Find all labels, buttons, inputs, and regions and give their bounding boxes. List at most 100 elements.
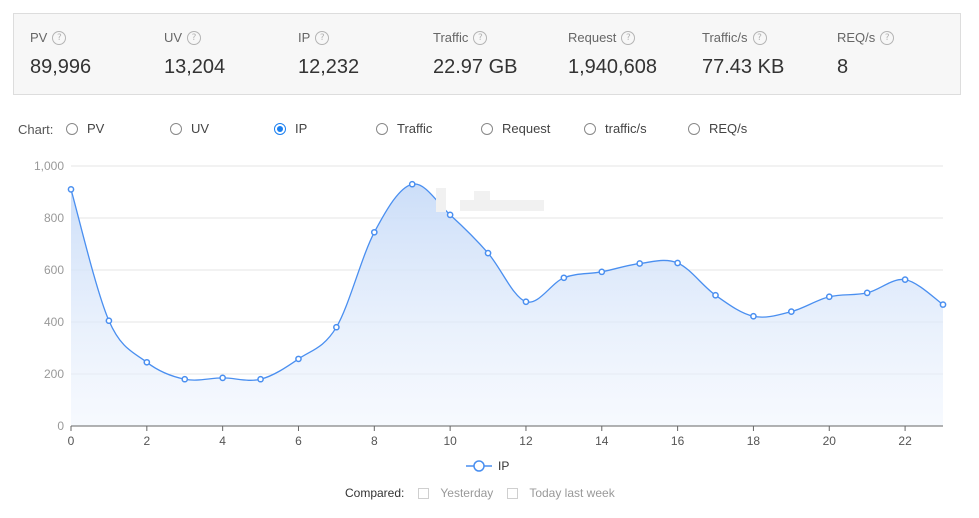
radio-button[interactable]: [66, 122, 78, 135]
radio-label: traffic/s: [605, 121, 647, 136]
help-icon[interactable]: ?: [52, 30, 67, 45]
radio-button[interactable]: [274, 122, 286, 135]
radio-option-pv[interactable]: PV: [66, 121, 104, 136]
stat-label-text: IP: [298, 30, 311, 45]
help-icon[interactable]: ?: [752, 30, 767, 45]
stat-label-text: UV: [164, 30, 183, 45]
radio-button[interactable]: [481, 122, 493, 135]
data-point: [67, 186, 75, 193]
compare-yesterday-label: Yesterday: [440, 486, 494, 500]
chart-selector-label: Chart:: [18, 122, 54, 137]
stat-value: 13,204: [164, 56, 226, 78]
stat-label: Traffic/s?: [702, 30, 767, 45]
data-point: [712, 291, 719, 299]
stat-label: Request?: [568, 30, 636, 45]
x-tick-label: 8: [371, 434, 378, 448]
data-point: [408, 180, 416, 188]
data-point: [105, 317, 113, 325]
y-tick-label: 600: [44, 263, 64, 277]
data-point: [825, 293, 833, 301]
stat-label: UV?: [164, 30, 202, 45]
data-point: [560, 274, 568, 282]
data-point: [674, 259, 681, 267]
y-tick-label: 400: [44, 315, 64, 329]
stat-label-text: REQ/s: [837, 30, 876, 45]
stat-label: Traffic?: [433, 30, 488, 45]
data-point: [901, 276, 909, 283]
radio-button[interactable]: [584, 122, 596, 135]
checkbox-box[interactable]: [418, 487, 430, 499]
x-tick-label: 22: [898, 434, 912, 448]
radio-button[interactable]: [688, 122, 700, 135]
x-tick-label: 6: [295, 434, 302, 448]
help-icon[interactable]: ?: [473, 30, 488, 45]
stat-value: 77.43 KB: [702, 56, 785, 78]
x-tick-label: 0: [68, 434, 75, 448]
data-point: [143, 358, 151, 366]
legend-item-ip[interactable]: IP: [466, 459, 509, 473]
series-area-ip: [71, 183, 943, 426]
compare-row: Compared: Yesterday Today last week: [345, 486, 615, 500]
radio-option-request[interactable]: Request: [481, 121, 550, 136]
stat-label-text: Traffic: [433, 30, 469, 45]
data-point: [446, 211, 454, 219]
help-icon[interactable]: ?: [187, 30, 202, 45]
x-tick-label: 18: [747, 434, 761, 448]
data-point: [484, 249, 492, 257]
data-point: [333, 323, 340, 331]
radio-label: UV: [191, 121, 210, 136]
data-point: [598, 268, 606, 276]
legend-line-icon: [466, 460, 492, 472]
compare-last-week-checkbox[interactable]: Today last week: [507, 486, 615, 500]
stat-label-text: PV: [30, 30, 48, 45]
stat-value: 22.97 GB: [433, 56, 518, 78]
radio-option-req-s[interactable]: REQ/s: [688, 121, 747, 136]
radio-button[interactable]: [376, 122, 388, 135]
x-tick-label: 16: [671, 434, 685, 448]
x-tick-label: 14: [595, 434, 609, 448]
data-point: [636, 260, 644, 267]
redacted-region: [436, 188, 446, 212]
radio-option-traffic-s[interactable]: traffic/s: [584, 121, 647, 136]
data-point: [370, 228, 378, 236]
stat-value: 89,996: [30, 56, 92, 78]
compare-yesterday-checkbox[interactable]: Yesterday: [418, 486, 493, 500]
x-tick-label: 10: [443, 434, 457, 448]
stat-label-text: Traffic/s: [702, 30, 748, 45]
stat-value: 1,940,608: [568, 56, 657, 78]
x-tick-label: 4: [219, 434, 226, 448]
y-tick-label: 200: [44, 367, 64, 381]
stat-label: REQ/s?: [837, 30, 895, 45]
radio-label: Traffic: [397, 121, 433, 136]
data-point: [219, 374, 227, 382]
checkbox-box[interactable]: [507, 487, 519, 499]
radio-label: REQ/s: [709, 121, 748, 136]
data-point: [787, 308, 795, 315]
y-tick-label: 0: [57, 419, 64, 433]
data-point: [750, 312, 757, 320]
y-tick-label: 1,000: [34, 159, 64, 173]
stat-label: PV?: [30, 30, 67, 45]
help-icon[interactable]: ?: [880, 30, 895, 45]
help-icon[interactable]: ?: [621, 30, 636, 45]
x-tick-label: 12: [519, 434, 533, 448]
radio-option-ip[interactable]: IP: [274, 121, 307, 136]
radio-button[interactable]: [170, 122, 182, 135]
ip-area-chart: 0 200 400 600 800 1,000 0 2 4 6 8 10 12 14 16 18 20 22: [34, 159, 947, 448]
data-point: [939, 301, 947, 308]
stat-value: 8: [837, 56, 849, 78]
x-tick-label: 20: [823, 434, 837, 448]
radio-option-uv[interactable]: UV: [170, 121, 209, 136]
radio-option-traffic[interactable]: Traffic: [376, 121, 432, 136]
radio-label: IP: [295, 121, 308, 136]
stats-panel: PV? 89,996 UV? 13,204 IP? 12,232 Traffic? 22.97…: [13, 13, 961, 95]
help-icon[interactable]: ?: [315, 30, 330, 45]
data-point: [295, 355, 302, 363]
stat-label-text: Request: [568, 30, 617, 45]
radio-label: Request: [502, 121, 551, 136]
stat-value: 12,232: [298, 56, 360, 78]
redacted-region: [460, 200, 544, 211]
legend-label: IP: [498, 459, 510, 473]
data-point: [257, 375, 264, 383]
x-tick-label: 2: [143, 434, 150, 448]
